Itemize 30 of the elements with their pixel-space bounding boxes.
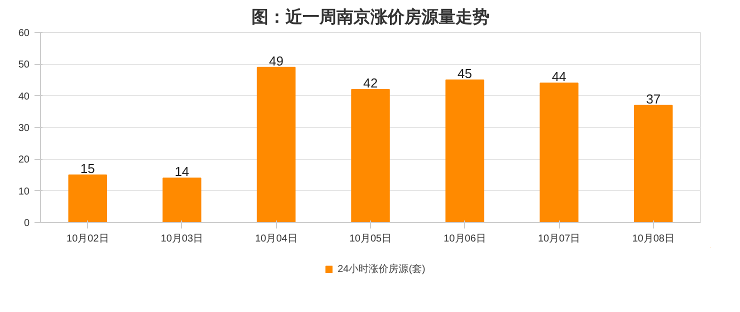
- x-tick-label: 10月05日: [349, 234, 392, 244]
- x-tick-label: 10月08日: [632, 234, 674, 244]
- bar: [256, 66, 296, 222]
- bar: [351, 89, 390, 222]
- y-tick-label: 40: [18, 91, 30, 102]
- y-tick-label: 30: [18, 123, 30, 134]
- x-tick-label: 10月07日: [538, 234, 580, 244]
- x-tick-label: 10月03日: [160, 234, 204, 244]
- x-tick-label: 10月04日: [255, 234, 298, 244]
- data-label: 42: [363, 76, 378, 90]
- chart-title: 图：近一周南京涨价房源量走势: [252, 8, 490, 28]
- bar: [68, 174, 107, 222]
- data-label: 15: [80, 161, 95, 176]
- data-label: 14: [174, 164, 190, 180]
- y-tick-label: 10: [18, 186, 30, 198]
- y-tick-label: 20: [18, 154, 30, 166]
- legend-label: 24小时涨价房源(套): [338, 262, 426, 276]
- y-tick-label: 60: [18, 28, 30, 39]
- data-label: 37: [646, 91, 661, 106]
- bar: [162, 178, 202, 222]
- data-label: 44: [552, 69, 566, 84]
- bar: [445, 80, 484, 222]
- y-tick-label: 50: [18, 60, 30, 71]
- bar: [634, 104, 673, 222]
- x-tick-label: 10月02日: [66, 234, 109, 244]
- data-label: 45: [458, 66, 472, 81]
- y-tick-label: 0: [24, 218, 30, 229]
- data-label: 49: [268, 53, 284, 68]
- bar: [540, 82, 578, 222]
- x-tick-label: 10月06日: [444, 234, 486, 244]
